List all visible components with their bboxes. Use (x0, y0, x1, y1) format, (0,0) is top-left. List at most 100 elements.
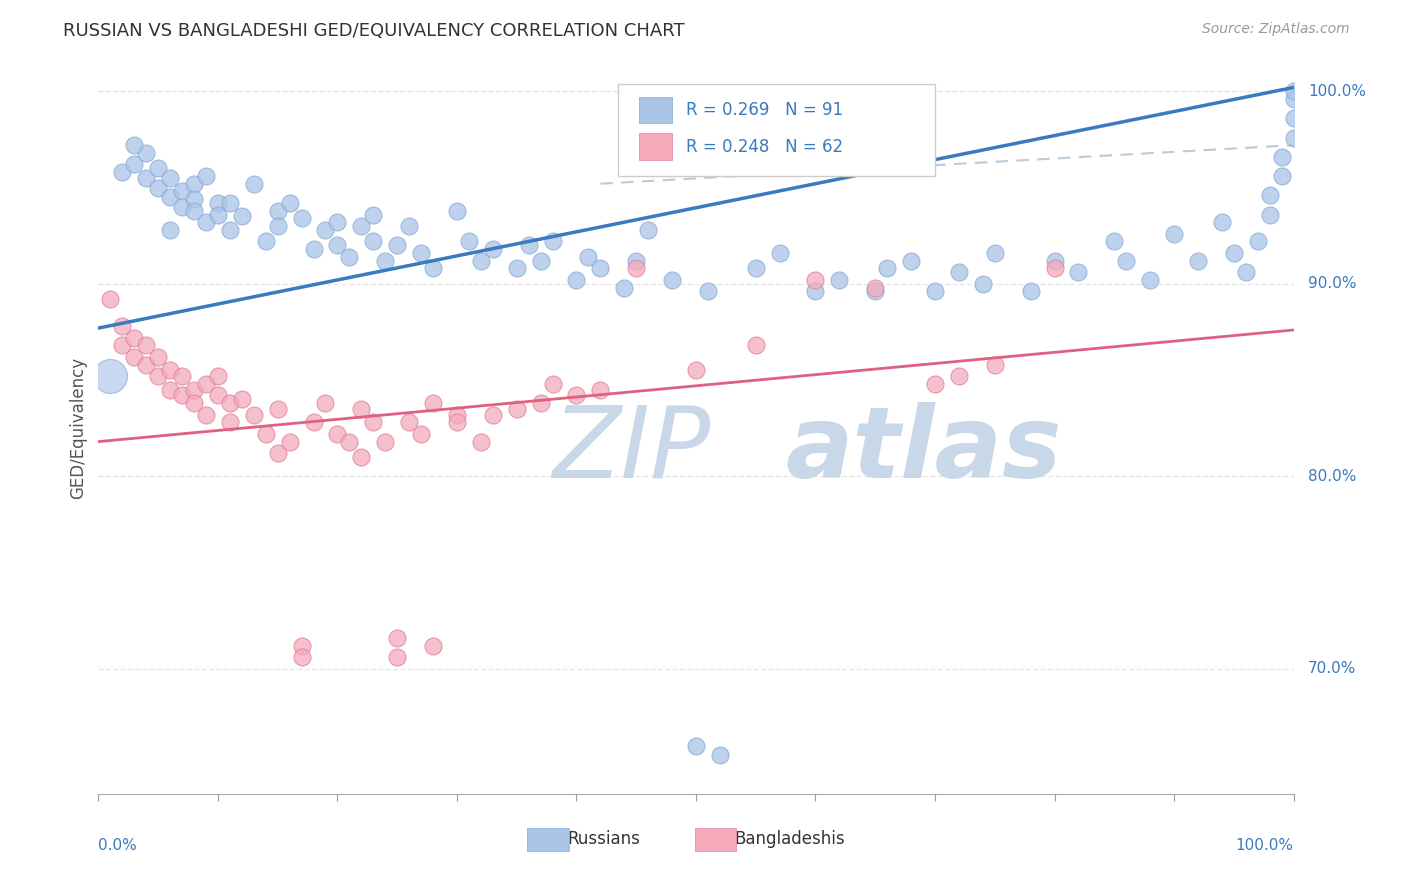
Point (111, 319, 134, 334)
Text: 100.0%: 100.0% (1236, 838, 1294, 853)
Point (195, 215, 218, 229)
Point (183, 192, 205, 206)
Point (1043, 253, 1066, 268)
Point (768, 246, 790, 260)
Point (589, 261, 612, 276)
Point (1282, 130, 1305, 145)
Point (1282, 84, 1305, 98)
Y-axis label: GED/Equivalency: GED/Equivalency (69, 357, 87, 500)
Point (422, 261, 444, 276)
Point (613, 280, 636, 294)
Text: Russians: Russians (567, 830, 640, 848)
Point (172, 388, 194, 402)
Point (1271, 169, 1294, 183)
Point (1043, 261, 1066, 276)
Point (804, 285, 827, 299)
Point (745, 261, 768, 276)
Point (124, 157, 146, 171)
Point (745, 338, 768, 352)
Point (135, 170, 157, 185)
Point (148, 369, 170, 384)
Point (1187, 253, 1209, 268)
Point (385, 650, 409, 665)
Point (219, 416, 242, 430)
Point (481, 408, 505, 422)
Point (984, 358, 1007, 372)
Point (984, 246, 1007, 260)
Point (350, 219, 373, 233)
Point (254, 235, 277, 249)
Point (278, 434, 301, 449)
Point (195, 376, 218, 391)
Point (231, 210, 253, 224)
Text: Source: ZipAtlas.com: Source: ZipAtlas.com (1202, 22, 1350, 37)
Point (1282, 112, 1305, 126)
Point (183, 396, 205, 410)
Point (98, 292, 122, 306)
Point (506, 261, 529, 276)
Point (446, 416, 468, 430)
Point (506, 401, 529, 416)
Point (135, 358, 157, 372)
Point (148, 161, 170, 176)
Point (804, 273, 827, 287)
Point (1211, 215, 1233, 229)
Point (363, 416, 385, 430)
Text: 80.0%: 80.0% (1308, 469, 1357, 483)
Text: 100.0%: 100.0% (1308, 84, 1365, 99)
Point (458, 235, 481, 249)
Point (530, 253, 553, 268)
Text: R = 0.248   N = 62: R = 0.248 N = 62 (686, 137, 844, 155)
Point (207, 388, 229, 402)
Point (219, 223, 242, 237)
Point (411, 426, 433, 441)
Point (948, 265, 970, 279)
Point (267, 401, 290, 416)
Point (626, 253, 648, 268)
Point (697, 285, 720, 299)
Point (111, 165, 134, 179)
Point (685, 363, 707, 377)
Point (1104, 235, 1126, 249)
Point (685, 739, 707, 753)
Point (924, 285, 946, 299)
Point (195, 408, 218, 422)
Point (530, 396, 553, 410)
Point (411, 246, 433, 260)
Point (315, 223, 337, 237)
FancyBboxPatch shape (527, 828, 569, 851)
Point (972, 277, 994, 291)
Point (541, 376, 564, 391)
Point (172, 185, 194, 199)
Point (446, 203, 468, 218)
Point (1163, 227, 1185, 241)
Point (183, 383, 205, 397)
Point (111, 338, 134, 352)
Point (267, 203, 290, 218)
Point (326, 215, 349, 229)
Point (1019, 285, 1042, 299)
Point (876, 261, 898, 276)
Point (446, 408, 468, 422)
Text: atlas: atlas (786, 401, 1062, 499)
Point (243, 408, 266, 422)
Point (350, 401, 373, 416)
Point (159, 190, 181, 204)
Point (291, 650, 314, 665)
Point (1271, 150, 1294, 164)
Point (124, 138, 146, 153)
Point (1247, 235, 1270, 249)
Point (302, 416, 325, 430)
Point (398, 416, 420, 430)
Point (124, 350, 146, 364)
Point (148, 180, 170, 194)
Point (1223, 246, 1246, 260)
Text: RUSSIAN VS BANGLADESHI GED/EQUIVALENCY CORRELATION CHART: RUSSIAN VS BANGLADESHI GED/EQUIVALENCY C… (63, 22, 685, 40)
Point (148, 350, 170, 364)
Point (578, 250, 600, 264)
Point (231, 392, 253, 407)
Point (219, 196, 242, 211)
Point (135, 338, 157, 352)
Point (541, 235, 564, 249)
Point (172, 200, 194, 214)
